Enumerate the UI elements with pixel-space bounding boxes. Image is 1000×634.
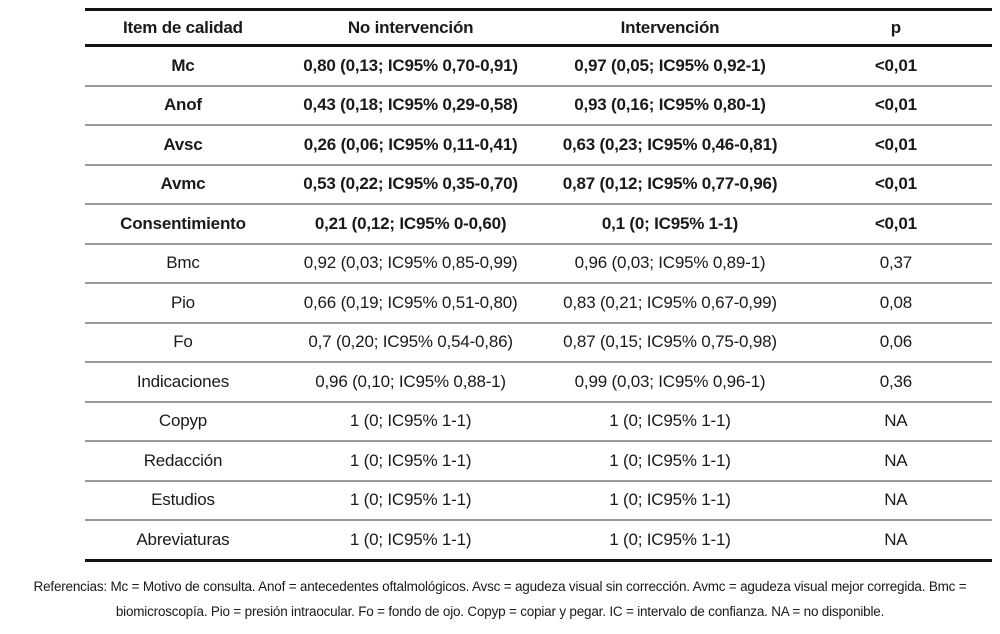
intervention-cell: 0,87 (0,12; IC95% 0,77-0,96) (540, 163, 800, 204)
item-cell: Avmc (85, 163, 281, 204)
item-cell: Bmc (85, 242, 281, 283)
p-value-cell: <0,01 (799, 84, 992, 125)
table-row: Anof 0,43 (0,18; IC95% 0,29-0,58) 0,93 (… (85, 84, 992, 125)
item-cell: Fo (85, 321, 281, 362)
intervention-cell: 0,96 (0,03; IC95% 0,89-1) (540, 242, 800, 283)
intervention-cell: 0,93 (0,16; IC95% 0,80-1) (540, 84, 800, 125)
no-intervention-cell: 0,96 (0,10; IC95% 0,88-1) (280, 361, 541, 402)
table-header-row: Item de calidad No intervención Interven… (85, 9, 992, 47)
references-footnote: Referencias: Mc = Motivo de consulta. An… (0, 574, 1000, 624)
p-value-cell: NA (799, 519, 992, 560)
item-cell: Copyp (85, 400, 281, 441)
no-intervention-cell: 0,53 (0,22; IC95% 0,35-0,70) (280, 163, 541, 204)
intervention-cell: 0,97 (0,05; IC95% 0,92-1) (574, 55, 766, 75)
header-p: p (799, 9, 992, 47)
table-row: Copyp 1 (0; IC95% 1-1) 1 (0; IC95% 1-1) … (85, 400, 992, 441)
table-row: Pio 0,66 (0,19; IC95% 0,51-0,80) 0,83 (0… (85, 282, 992, 323)
no-intervention-cell: 0,80 (0,13; IC95% 0,70-0,91) (303, 55, 518, 75)
intervention-cell: 0,1 (0; IC95% 1-1) (540, 203, 800, 244)
item-cell: Estudios (85, 479, 281, 520)
table-row: Redacción 1 (0; IC95% 1-1) 1 (0; IC95% 1… (85, 440, 992, 481)
no-intervention-cell: 1 (0; IC95% 1-1) (280, 479, 541, 520)
header-item-de-calidad: Item de calidad (85, 9, 281, 47)
p-value-cell: 0,08 (799, 282, 992, 323)
no-intervention-cell: 1 (0; IC95% 1-1) (280, 400, 541, 441)
intervention-cell: 0,63 (0,23; IC95% 0,46-0,81) (540, 124, 800, 165)
item-cell: Redacción (85, 440, 281, 481)
header-no-intervencion: No intervención (280, 9, 541, 47)
item-cell: Indicaciones (85, 361, 281, 402)
no-intervention-cell: 0,66 (0,19; IC95% 0,51-0,80) (280, 282, 541, 323)
intervention-cell: 0,83 (0,21; IC95% 0,67-0,99) (540, 282, 800, 323)
item-cell: Pio (85, 282, 281, 323)
p-value-cell: <0,01 (799, 163, 992, 204)
p-value-cell: NA (799, 479, 992, 520)
header-intervencion: Intervención (540, 9, 800, 47)
item-cell: Anof (85, 84, 281, 125)
table-row: Avsc 0,26 (0,06; IC95% 0,11-0,41) 0,63 (… (85, 124, 992, 165)
no-intervention-cell: 1 (0; IC95% 1-1) (280, 519, 541, 560)
no-intervention-cell: 0,43 (0,18; IC95% 0,29-0,58) (280, 84, 541, 125)
p-value-cell: <0,01 (799, 124, 992, 165)
item-cell: Abreviaturas (85, 519, 281, 560)
p-value-cell: 0,37 (799, 242, 992, 283)
no-intervention-cell: 0,7 (0,20; IC95% 0,54-0,86) (280, 321, 541, 362)
table-row: Indicaciones 0,96 (0,10; IC95% 0,88-1) 0… (85, 361, 992, 402)
table-body: Mc 0,80 (0,13; IC95% 0,70-0,91) 0,97 (0,… (85, 46, 992, 560)
intervention-cell: 1 (0; IC95% 1-1) (540, 440, 800, 481)
p-value-cell: 0,36 (799, 361, 992, 402)
no-intervention-cell: 0,26 (0,06; IC95% 0,11-0,41) (280, 124, 541, 165)
table-row: Fo 0,7 (0,20; IC95% 0,54-0,86) 0,87 (0,1… (85, 321, 992, 362)
no-intervention-cell: 0,21 (0,12; IC95% 0-0,60) (280, 203, 541, 244)
table-row: Estudios 1 (0; IC95% 1-1) 1 (0; IC95% 1-… (85, 479, 992, 520)
table-row: Mc 0,80 (0,13; IC95% 0,70-0,91) 0,97 (0,… (85, 46, 992, 86)
intervention-cell: 1 (0; IC95% 1-1) (540, 400, 800, 441)
intervention-cell: 0,99 (0,03; IC95% 0,96-1) (540, 361, 800, 402)
p-value-cell: NA (799, 400, 992, 441)
p-value-cell: <0,01 (799, 203, 992, 244)
item-cell: Avsc (85, 124, 281, 165)
item-cell: Mc (171, 55, 195, 75)
table-row: Bmc 0,92 (0,03; IC95% 0,85-0,99) 0,96 (0… (85, 242, 992, 283)
references-line-2: biomicroscopía. Pio = presión intraocula… (115, 604, 885, 619)
table-row: Abreviaturas 1 (0; IC95% 1-1) 1 (0; IC95… (85, 519, 992, 560)
table-row: Consentimiento 0,21 (0,12; IC95% 0-0,60)… (85, 203, 992, 244)
intervention-cell: 1 (0; IC95% 1-1) (540, 519, 800, 560)
intervention-cell: 1 (0; IC95% 1-1) (540, 479, 800, 520)
no-intervention-cell: 1 (0; IC95% 1-1) (280, 440, 541, 481)
intervention-cell: 0,87 (0,15; IC95% 0,75-0,98) (540, 321, 800, 362)
references-line-1: Referencias: Mc = Motivo de consulta. An… (33, 579, 967, 594)
p-value-cell: <0,01 (874, 55, 917, 75)
no-intervention-cell: 0,92 (0,03; IC95% 0,85-0,99) (280, 242, 541, 283)
item-cell: Consentimiento (85, 203, 281, 244)
table-row: Avmc 0,53 (0,22; IC95% 0,35-0,70) 0,87 (… (85, 163, 992, 204)
p-value-cell: 0,06 (799, 321, 992, 362)
p-value-cell: NA (799, 440, 992, 481)
quality-items-table: Item de calidad No intervención Interven… (85, 8, 992, 562)
